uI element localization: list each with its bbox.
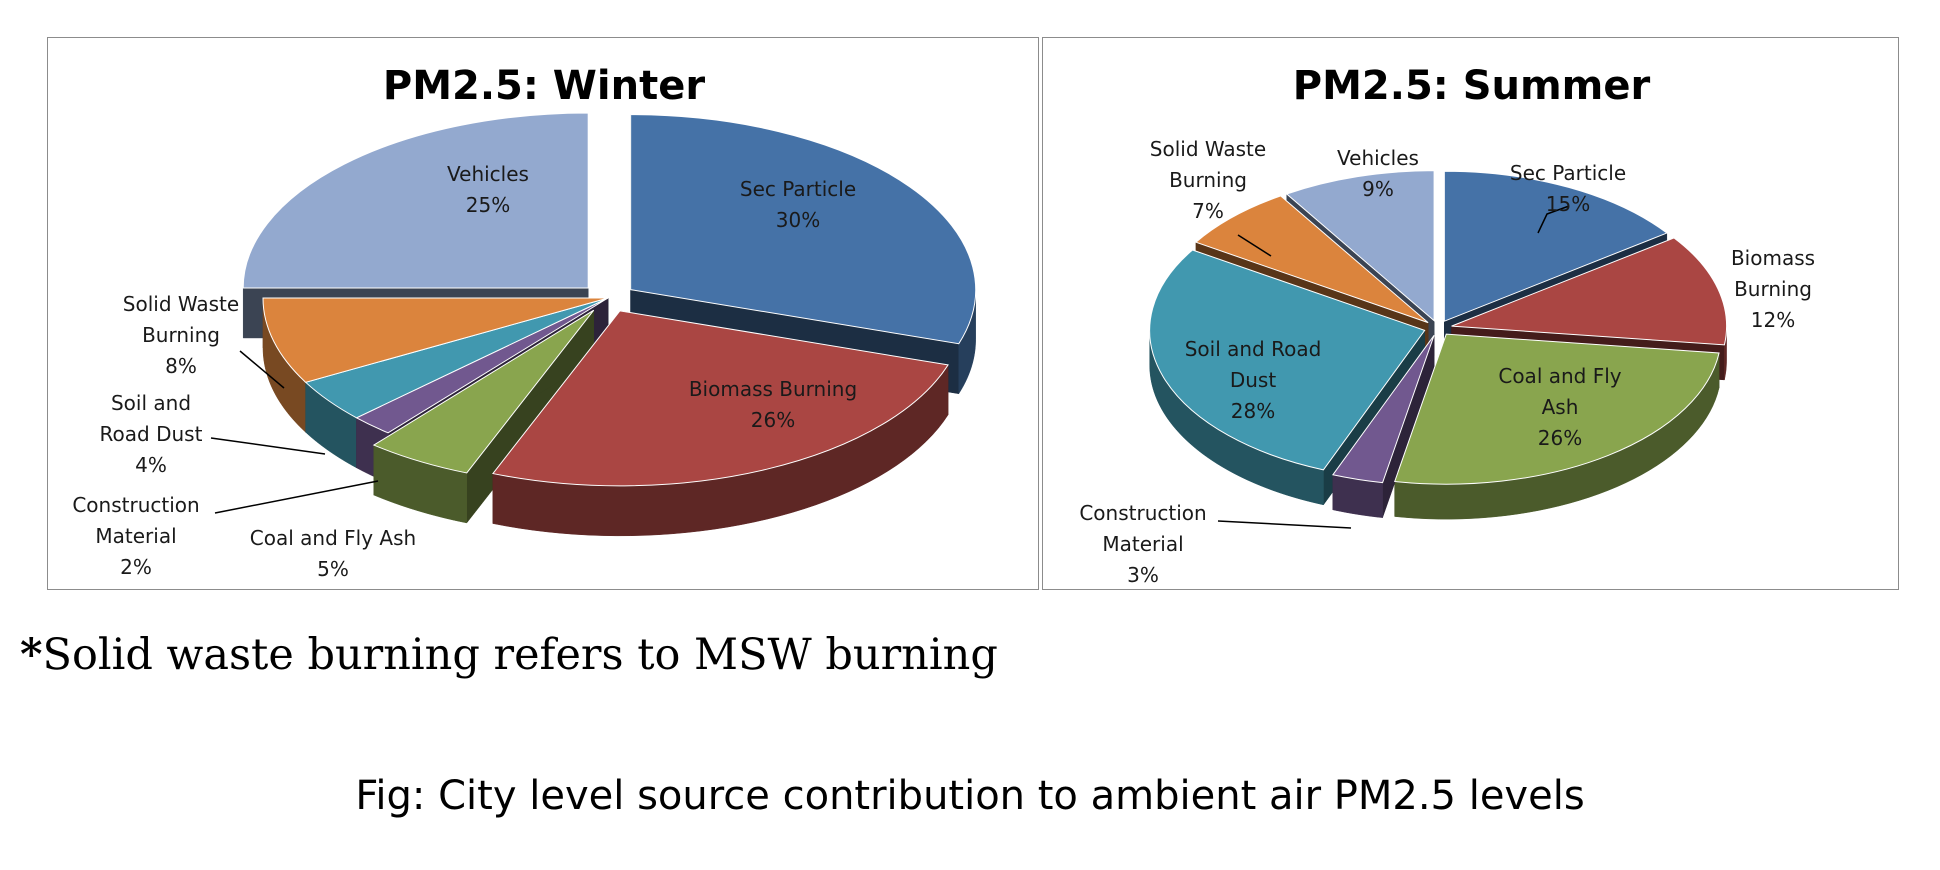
- data-label-solid-waste-burning: Solid Waste Burning 8%: [123, 292, 239, 378]
- slice-coal-and-fly-ash: [372, 309, 595, 474]
- slice-solid-waste-burning: [262, 297, 609, 383]
- slice-solid-waste-burning: [1194, 195, 1429, 324]
- slice-sec-particle: [1443, 170, 1668, 322]
- leader-line-sec-particle: [1537, 205, 1570, 234]
- data-label-construction-material: Construction Material 2%: [72, 493, 199, 579]
- data-label-vehicles: Vehicles 9%: [1337, 146, 1419, 201]
- leader-line-construction-material: [1217, 520, 1352, 529]
- slice-construction-material: [1332, 335, 1435, 484]
- data-label-solid-waste-burning: Solid Waste Burning 7%: [1150, 137, 1266, 223]
- leader-line-solid-waste-burning: [239, 350, 285, 389]
- data-label-biomass-burning: Biomass Burning 12%: [1731, 246, 1815, 332]
- data-label-coal-and-fly-ash: Coal and Fly Ash 5%: [250, 526, 416, 581]
- pie-tops: [1149, 170, 1728, 485]
- slice-soil-and-road-dust: [1149, 249, 1426, 471]
- chart-title: PM2.5: Summer: [1293, 63, 1651, 109]
- slice-biomass-burning: [1451, 237, 1728, 346]
- leader-line-construction-material: [214, 480, 379, 514]
- data-label-sec-particle: Sec Particle 15%: [1510, 161, 1626, 216]
- winter-pie-chart: PM2.5: Winter Sec Particle 30% Biomass Burn…: [72, 63, 977, 581]
- leader-line-solid-waste-burning: [1237, 234, 1272, 257]
- leader-line-soil-and-road-dust: [210, 437, 326, 455]
- slice-vehicles: [1285, 170, 1435, 322]
- footnote-marker: *: [20, 630, 43, 680]
- chart-title: PM2.5: Winter: [383, 63, 705, 109]
- data-label-sec-particle: Sec Particle 30%: [740, 177, 856, 232]
- slice-coal-and-fly-ash: [1394, 333, 1720, 485]
- summer-chart-panel: PM2.5: Summer Sec Particle 15% Biomass Burni…: [1042, 37, 1899, 590]
- data-label-coal-and-fly-ash: Coal and Fly Ash 26%: [1498, 364, 1621, 450]
- pie-tops: [242, 112, 977, 487]
- data-label-vehicles: Vehicles 25%: [447, 162, 529, 217]
- data-label-construction-material: Construction Material 3%: [1079, 501, 1206, 587]
- summer-pie-chart: PM2.5: Summer Sec Particle 15% Biomass Burni…: [1079, 63, 1815, 587]
- slice-vehicles: [242, 112, 589, 289]
- slice-biomass-burning: [492, 310, 949, 487]
- footnote-text: Solid waste burning refers to MSW burnin…: [42, 630, 998, 680]
- figure-caption: Fig: City level source contribution to a…: [355, 773, 1585, 819]
- slice-sec-particle: [630, 114, 977, 345]
- data-label-soil-and-road-dust: Soil and Road Dust 4%: [100, 391, 203, 477]
- winter-chart-panel: PM2.5: Winter Sec Particle 30% Biomass Burn…: [47, 37, 1039, 590]
- data-label-soil-and-road-dust: Soil and Road Dust 28%: [1185, 337, 1322, 423]
- footnote: *Solid waste burning refers to MSW burni…: [20, 630, 998, 680]
- data-label-biomass-burning: Biomass Burning 26%: [689, 377, 857, 432]
